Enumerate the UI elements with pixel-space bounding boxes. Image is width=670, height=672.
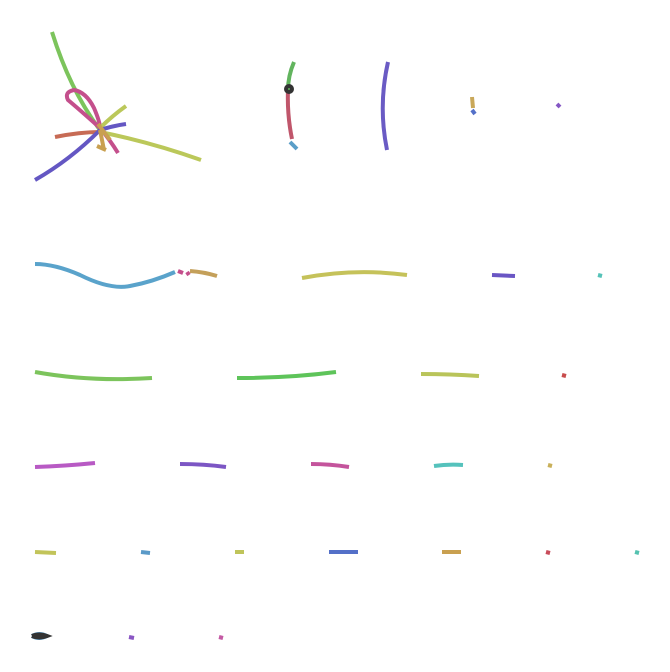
row-4 — [34, 461, 553, 469]
component-4-1 — [34, 461, 96, 469]
component-2-1-edge-2 — [189, 269, 218, 278]
component-4-4 — [433, 462, 464, 468]
component-2-3-edge-1 — [491, 273, 516, 278]
component-5-7 — [634, 550, 640, 555]
component-2-1-edge-1 — [34, 262, 176, 289]
component-4-1-edge-1 — [34, 461, 96, 469]
component-2-2 — [301, 270, 408, 280]
component-6-3 — [218, 635, 224, 640]
component-6-1 — [31, 632, 53, 640]
component-5-2 — [140, 550, 151, 555]
component-1-5 — [555, 102, 562, 109]
component-1-3 — [380, 61, 390, 151]
component-4-2 — [179, 462, 227, 469]
component-5-6 — [545, 550, 551, 555]
component-5-1-edge-1 — [34, 550, 57, 555]
component-3-2-edge-1 — [236, 370, 337, 380]
component-3-1-edge-1 — [34, 370, 153, 382]
component-2-3 — [491, 273, 516, 278]
component-2-4-edge-1 — [597, 273, 603, 278]
component-1-1-edge-9 — [96, 122, 112, 152]
component-4-3-edge-1 — [310, 462, 350, 469]
component-6-1-edge-2 — [31, 632, 53, 640]
row-1 — [34, 31, 562, 182]
component-4-3 — [310, 462, 350, 469]
row-3 — [34, 370, 567, 382]
component-1-1-edge-5 — [99, 130, 202, 162]
component-2-1 — [34, 262, 218, 289]
component-5-7-edge-1 — [634, 550, 640, 555]
component-5-1 — [34, 550, 57, 555]
component-1-2-edge-3 — [288, 140, 299, 151]
row-6 — [31, 632, 224, 640]
component-1-1-edge-1 — [50, 31, 102, 132]
component-1-1-edge-2 — [64, 87, 102, 130]
component-3-1 — [34, 370, 153, 382]
component-2-2-edge-1 — [301, 270, 408, 280]
component-1-2-edge-2 — [285, 89, 294, 140]
row-2 — [34, 262, 603, 289]
component-3-2 — [236, 370, 337, 380]
row-5 — [34, 550, 640, 555]
component-1-3-edge-1 — [380, 61, 390, 151]
component-1-4-edge-1 — [470, 96, 475, 109]
component-1-4-edge-2 — [470, 108, 477, 116]
component-3-3-edge-1 — [420, 372, 480, 378]
component-1-1-edge-7 — [34, 128, 102, 182]
component-1-2 — [284, 61, 299, 151]
component-6-2 — [128, 635, 135, 640]
component-2-1-edge-4 — [185, 270, 191, 277]
component-1-1-edge-6 — [98, 104, 128, 130]
component-3-4-edge-1 — [561, 373, 567, 378]
component-3-4 — [561, 373, 567, 378]
component-4-2-edge-1 — [179, 462, 227, 469]
component-6-2-edge-1 — [128, 635, 135, 640]
component-2-1-edge-3 — [177, 269, 184, 275]
component-1-5-edge-1 — [555, 102, 562, 109]
component-1-4 — [470, 96, 477, 116]
component-3-3 — [420, 372, 480, 378]
component-1-1 — [34, 31, 202, 182]
component-5-6-edge-1 — [545, 550, 551, 555]
component-5-2-edge-1 — [140, 550, 151, 555]
component-1-2-edge-4 — [284, 84, 295, 94]
component-4-5 — [547, 463, 553, 468]
component-2-4 — [597, 273, 603, 278]
component-6-3-edge-1 — [218, 635, 224, 640]
component-4-5-edge-1 — [547, 463, 553, 468]
component-4-4-edge-1 — [433, 462, 464, 468]
